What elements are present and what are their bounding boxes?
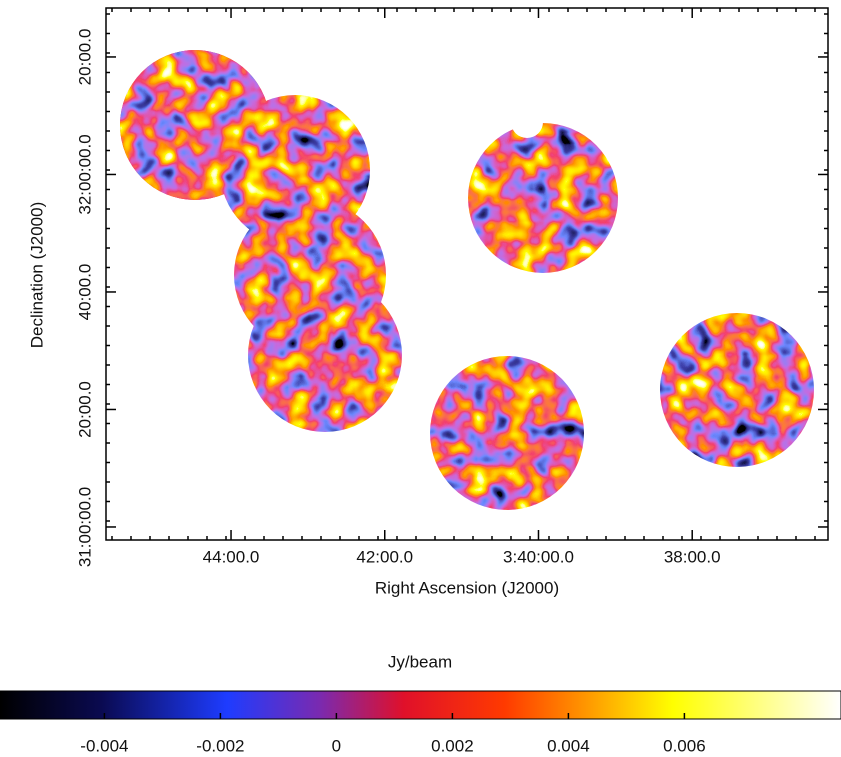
y-tick-label: 20:00.0 xyxy=(75,381,94,438)
y-tick-label: 20:00.0 xyxy=(75,29,94,86)
y-tick-label: 40:00.0 xyxy=(75,264,94,321)
field xyxy=(468,106,618,273)
field xyxy=(660,313,814,467)
x-tick-label: 3:40:00.0 xyxy=(503,547,574,566)
field xyxy=(248,278,402,432)
y-axis-label: Declination (J2000) xyxy=(27,202,46,348)
field xyxy=(430,356,584,510)
colorbar-label: Jy/beam xyxy=(388,652,452,671)
colorbar-tick-label: -0.002 xyxy=(196,736,244,755)
colorbar-tick-label: 0.004 xyxy=(547,736,590,755)
colorbar-tick-label: 0.002 xyxy=(431,736,474,755)
x-tick-label: 42:00.0 xyxy=(356,547,413,566)
fields xyxy=(120,50,814,510)
colorbar-tick-label: -0.004 xyxy=(80,736,128,755)
colorbar-tick-label: 0 xyxy=(332,736,341,755)
colorbar-tick-label: 0.006 xyxy=(663,736,706,755)
colorbar xyxy=(0,690,841,720)
x-tick-label: 38:00.0 xyxy=(664,547,721,566)
x-axis-label: Right Ascension (J2000) xyxy=(375,578,559,597)
x-tick-label: 44:00.0 xyxy=(203,547,260,566)
y-tick-label: 31:00:00.0 xyxy=(75,487,94,567)
y-tick-label: 32:00:00.0 xyxy=(75,134,94,214)
plot-frame xyxy=(105,7,829,541)
